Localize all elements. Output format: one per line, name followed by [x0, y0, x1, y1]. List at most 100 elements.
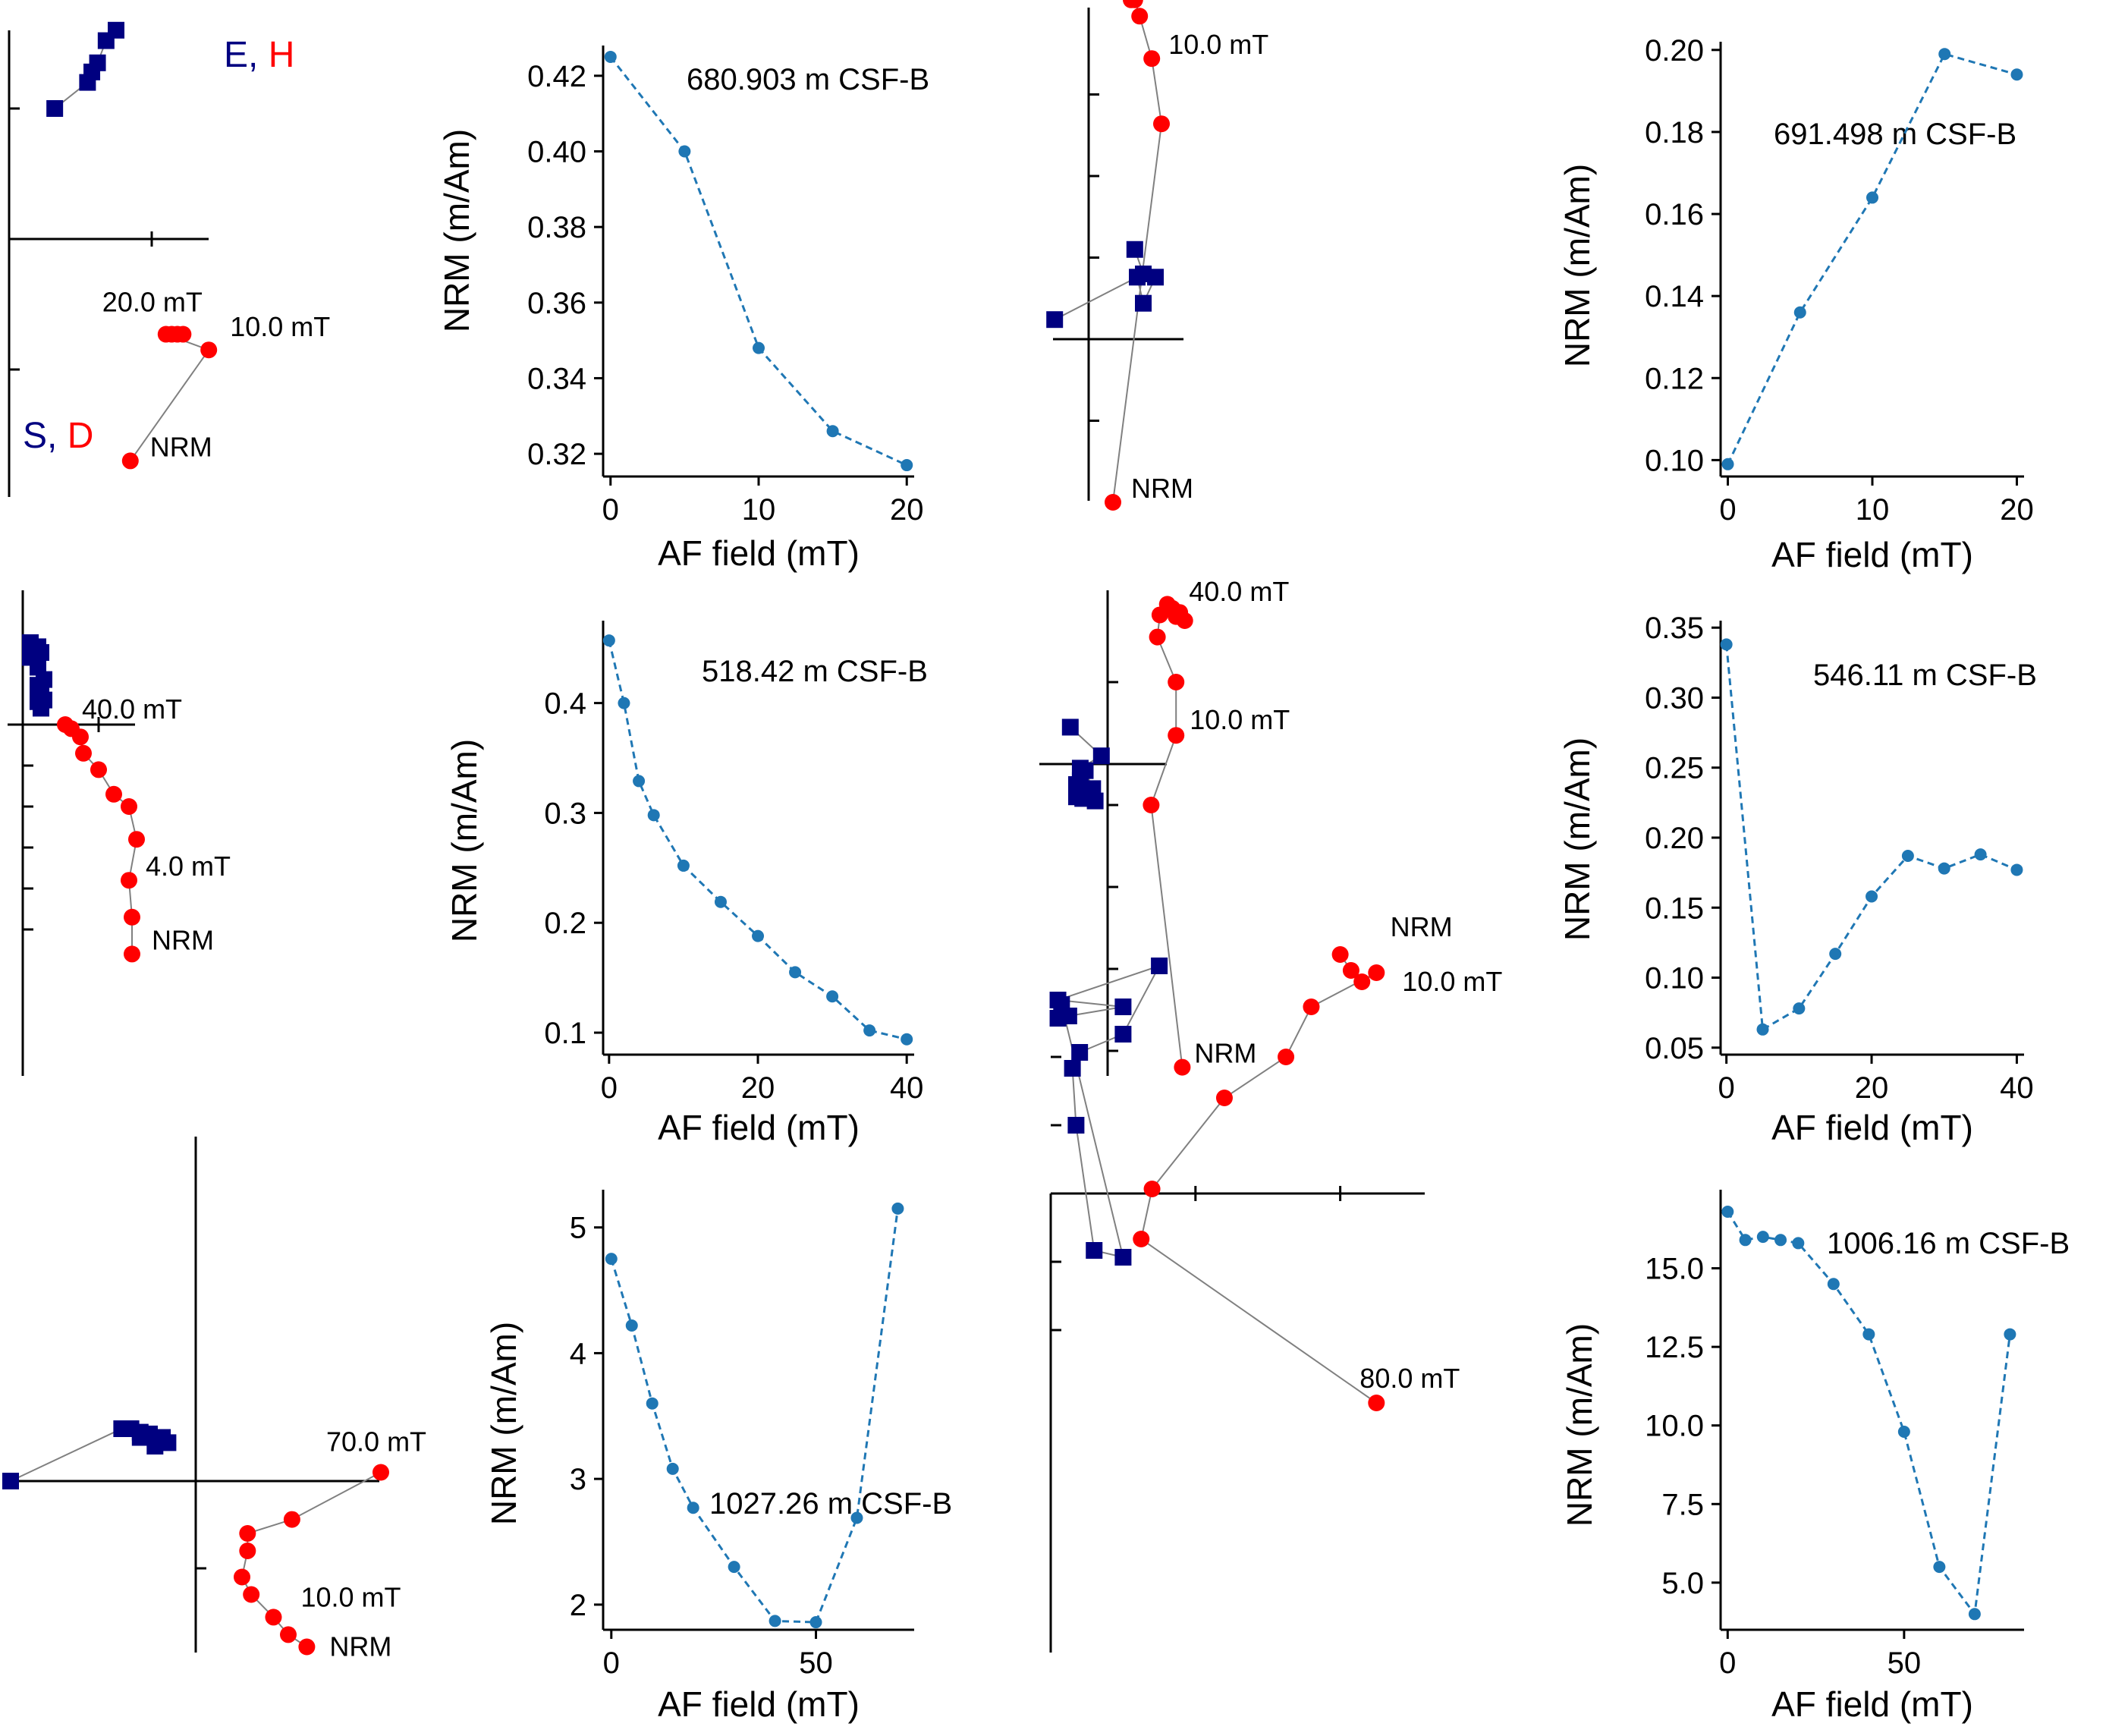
nrm5-data-point	[891, 1202, 904, 1215]
nrm5-x-tick-label: 50	[799, 1646, 833, 1680]
nrm1-x-tick-label: 0	[602, 493, 619, 527]
nrm3-data-point	[863, 1024, 876, 1037]
nrm6-data-point	[1968, 1608, 1981, 1621]
nrm1-y-tick-label: 0.36	[527, 287, 586, 320]
nrm5-data-point	[646, 1397, 659, 1410]
zij6-vertical-point	[1071, 1044, 1089, 1061]
zij4-horizontal-point	[1164, 599, 1181, 617]
zij5-point-label: NRM	[329, 1631, 391, 1662]
zij2-horizontal-path	[1112, 0, 1163, 503]
zij1-vertical-point	[89, 54, 106, 71]
nrm2-data-point	[1721, 458, 1734, 470]
nrm2-x-tick-label: 20	[2000, 493, 2034, 527]
zij2-horizontal-point	[1153, 115, 1170, 133]
zij2-vertical-point	[1147, 269, 1164, 286]
nrm4-data-point	[2010, 863, 2023, 876]
nrm4-y-tick-label: 0.10	[1645, 962, 1704, 995]
zij2-vertical-point	[1046, 311, 1064, 329]
nrm3-data-point	[647, 809, 660, 822]
nrm2-y-tick-label: 0.16	[1645, 198, 1704, 231]
nrm6-data-point	[2004, 1328, 2016, 1341]
zij3-horizontal-point	[124, 908, 140, 926]
depth-label-nrm4: 546.11 m CSF-B	[1813, 659, 2037, 692]
zij4-vertical-point	[1092, 747, 1110, 765]
nrm5-data-point	[769, 1615, 781, 1628]
nrm6-data-point	[1862, 1328, 1875, 1341]
zij6-vertical-point	[1151, 958, 1168, 974]
depth-label-nrm2: 691.498 m CSF-B	[1774, 118, 2016, 151]
nrm6-data-point	[1933, 1561, 1946, 1574]
nrm1-data-point	[753, 341, 765, 354]
zij3-point-label: NRM	[152, 924, 214, 955]
nrm5-y-tick-label: 3	[570, 1463, 586, 1496]
nrm1-data-point	[678, 145, 691, 158]
zij3-point-label: 4.0 mT	[146, 851, 231, 882]
zij6-vertical-point	[1086, 1242, 1103, 1259]
nrm2-series-line	[1727, 52, 2017, 465]
zij5-horizontal-point	[372, 1464, 389, 1481]
nrm2-y-tick-label: 0.14	[1645, 280, 1704, 313]
zij6-horizontal-point	[1133, 1231, 1150, 1247]
zij2-vertical-point	[1129, 269, 1146, 286]
nrm4-data-point	[1756, 1023, 1769, 1036]
zij3-point-label: 40.0 mT	[82, 693, 182, 725]
zij6-horizontal-point	[1331, 946, 1349, 963]
nrm2-data-point	[1866, 191, 1878, 204]
nrm5-data-point	[605, 1253, 618, 1266]
nrm3-data-point	[789, 966, 802, 979]
xlabel-nrm4: AF field (mT)	[1771, 1108, 1973, 1147]
nrm6-y-tick-label: 5.0	[1661, 1567, 1704, 1600]
nrm2-y-tick-label: 0.18	[1645, 116, 1704, 149]
nrm6-x-tick-label: 50	[1888, 1646, 1922, 1680]
zij1-point-label: 20.0 mT	[102, 287, 203, 318]
ylabel-nrm3: NRM (m/Am)	[445, 739, 484, 942]
xlabel-nrm5: AF field (mT)	[658, 1684, 860, 1724]
nrm2-x-tick-label: 0	[1719, 493, 1736, 527]
zij4-point-label: 10.0 mT	[1190, 704, 1290, 735]
legend-upper-suffix: H	[269, 35, 295, 75]
zij6-horizontal-point	[1353, 973, 1371, 990]
nrm4-data-point	[1901, 849, 1914, 862]
zij4-vertical-point	[1061, 719, 1079, 736]
nrm3-data-point	[602, 634, 615, 647]
nrm5-x-tick-label: 0	[603, 1646, 620, 1680]
nrm3-x-tick-label: 40	[890, 1071, 924, 1105]
zij5-horizontal-point	[243, 1586, 260, 1603]
zij3-horizontal-point	[121, 872, 137, 889]
xlabel-nrm1: AF field (mT)	[658, 533, 860, 573]
ylabel-nrm6: NRM (m/Am)	[1560, 1323, 1599, 1527]
nrm1-data-point	[826, 425, 839, 438]
xlabel-nrm3: AF field (mT)	[658, 1108, 860, 1147]
nrm2-y-tick-label: 0.12	[1645, 362, 1704, 395]
nrm1-y-tick-label: 0.40	[527, 136, 586, 169]
nrm6-data-point	[1756, 1231, 1769, 1244]
zij6-horizontal-point	[1368, 964, 1385, 981]
nrm6-y-tick-label: 7.5	[1661, 1488, 1704, 1521]
nrm4-data-point	[1938, 862, 1950, 875]
nrm3-data-point	[826, 990, 839, 1003]
zij6-vertical-point	[1064, 1060, 1081, 1077]
nrm5-data-point	[687, 1502, 699, 1514]
zij3-vertical-point	[33, 700, 49, 717]
zij2-horizontal-point	[1105, 494, 1121, 511]
nrm5-data-point	[625, 1319, 638, 1332]
legend-lower-suffix: D	[68, 416, 94, 456]
zij1-point-label: NRM	[150, 431, 212, 462]
nrm6-y-tick-label: 10.0	[1645, 1410, 1704, 1443]
ylabel-nrm4: NRM (m/Am)	[1557, 737, 1597, 941]
zij3-horizontal-point	[90, 761, 107, 778]
nrm4-data-point	[1793, 1002, 1806, 1015]
nrm6-data-point	[1897, 1426, 1910, 1438]
nrm4-y-tick-label: 0.05	[1645, 1032, 1704, 1065]
zij1-vertical-point	[108, 21, 124, 39]
zij1-vertical-point	[46, 100, 64, 117]
nrm2-data-point	[1793, 306, 1806, 319]
nrm1-y-tick-label: 0.34	[527, 362, 586, 395]
depth-label-nrm3: 518.42 m CSF-B	[702, 655, 928, 688]
zij4-vertical-point	[1074, 788, 1092, 806]
zij5-point-label: 10.0 mT	[300, 1581, 401, 1612]
zij6-vertical-point	[1067, 1117, 1085, 1134]
zij6-vertical-point	[1114, 1026, 1132, 1043]
zij2-horizontal-point	[1123, 0, 1139, 8]
zij5-horizontal-point	[239, 1525, 256, 1542]
